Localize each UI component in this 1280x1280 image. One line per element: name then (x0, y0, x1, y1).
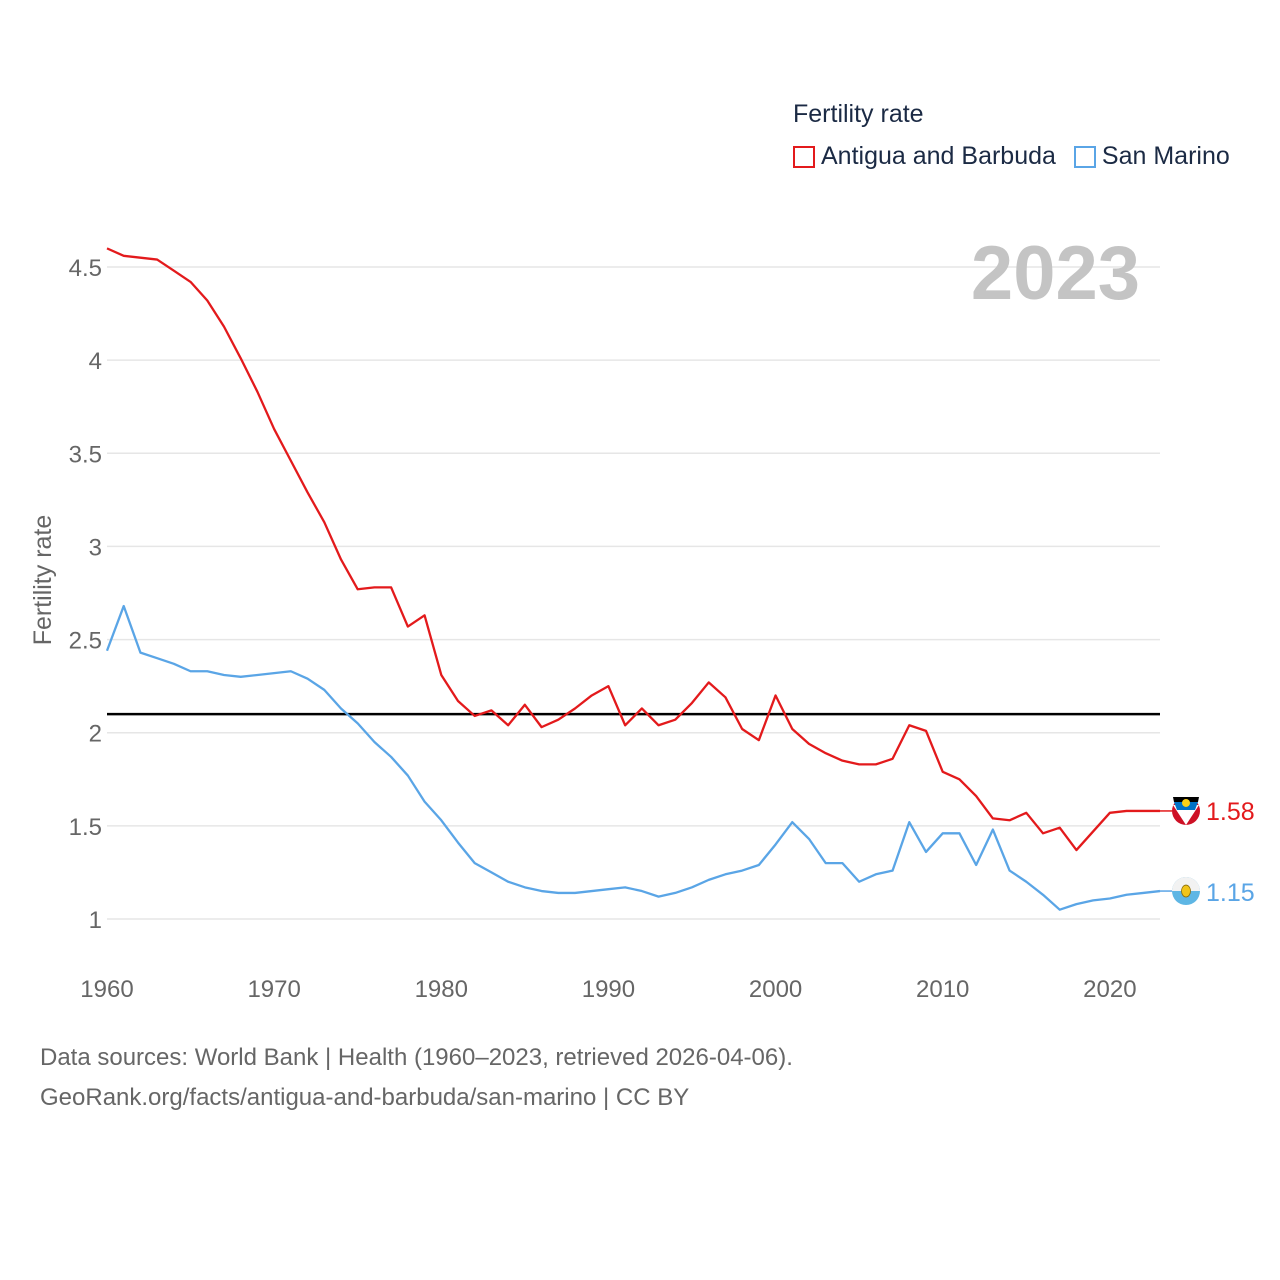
year-watermark: 2023 (971, 231, 1140, 316)
footer-sources: Data sources: World Bank | Health (1960–… (40, 1044, 793, 1071)
x-tick-label: 2000 (749, 976, 802, 1003)
y-tick-label: 3.5 (69, 441, 102, 468)
series-line-antigua (106, 247, 1160, 852)
y-axis-ticks: 1 1.5 2 2.5 3 3.5 4 4.5 (69, 255, 102, 934)
x-axis-ticks: 1960 1970 1980 1990 2000 2010 2020 (80, 976, 1136, 1003)
y-tick-label: 2.5 (69, 628, 102, 655)
y-tick-label: 1.5 (69, 814, 102, 841)
footer-credit[interactable]: GeoRank.org/facts/antigua-and-barbuda/sa… (40, 1084, 690, 1111)
grid-lines (107, 266, 1160, 920)
x-tick-label: 2010 (916, 976, 969, 1003)
x-tick-label: 1990 (582, 976, 635, 1003)
y-tick-label: 2 (89, 721, 102, 748)
legend-item-san-marino[interactable]: San Marino (1073, 142, 1230, 171)
x-tick-label: 1980 (415, 976, 468, 1003)
legend: Antigua and Barbuda San Marino (793, 142, 1248, 171)
x-tick-label: 2020 (1083, 976, 1136, 1003)
antigua-flag-icon (1172, 796, 1200, 825)
end-value-label-san-marino: 1.15 (1206, 879, 1255, 907)
y-tick-label: 3 (89, 534, 102, 561)
legend-item-antigua[interactable]: Antigua and Barbuda (793, 142, 1056, 171)
legend-label-san-marino: San Marino (1101, 142, 1230, 170)
y-tick-label: 1 (89, 907, 102, 934)
end-value-label-antigua: 1.58 (1206, 798, 1255, 826)
legend-label-antigua: Antigua and Barbuda (821, 142, 1056, 170)
x-tick-label: 1970 (247, 976, 300, 1003)
x-tick-label: 1960 (80, 976, 133, 1003)
y-axis-label: Fertility rate (29, 515, 57, 646)
series-line-san-marino (105, 604, 1161, 911)
legend-swatch-san-marino (1073, 145, 1096, 168)
legend-title: Fertility rate (793, 100, 924, 128)
legend-swatch-antigua (793, 145, 815, 168)
san-marino-flag-icon (1172, 877, 1200, 906)
y-tick-label: 4 (89, 348, 102, 375)
y-tick-label: 4.5 (69, 255, 102, 282)
